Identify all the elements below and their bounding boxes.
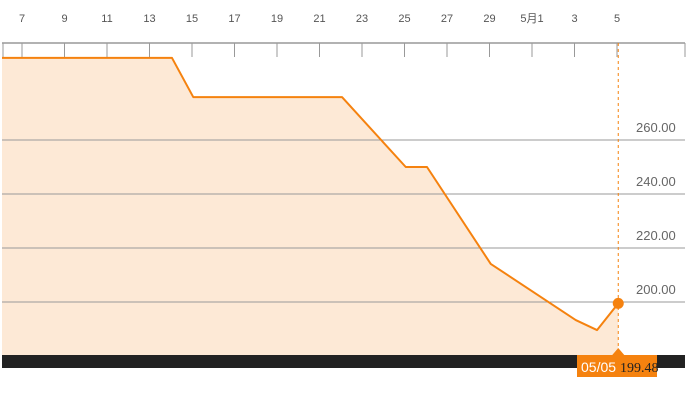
y-tick-label: 240.00 xyxy=(636,174,676,189)
x-tick-label: 21 xyxy=(313,13,325,25)
x-tick-label: 15 xyxy=(186,13,198,25)
x-tick-label: 27 xyxy=(441,13,453,25)
y-tick-label: 200.00 xyxy=(636,282,676,297)
footer-bar xyxy=(2,355,685,368)
x-tick-label: 5月1 xyxy=(520,13,543,25)
x-tick-label: 5 xyxy=(614,13,620,25)
badge-value: 199.48 xyxy=(620,361,659,376)
x-tick-label: 7 xyxy=(19,13,25,25)
area-fill xyxy=(2,57,619,356)
x-tick-label: 25 xyxy=(398,13,410,25)
x-tick-label: 9 xyxy=(61,13,67,25)
x-tick-label: 3 xyxy=(571,13,577,25)
x-tick-label: 11 xyxy=(101,13,112,25)
y-tick-label: 220.00 xyxy=(636,228,676,243)
badge-date: 05/05 xyxy=(581,359,616,375)
series-line xyxy=(2,56,620,332)
x-tick-label: 29 xyxy=(483,13,495,25)
x-tick-label: 17 xyxy=(228,13,240,25)
y-tick-label: 260.00 xyxy=(636,120,676,135)
x-tick-label: 19 xyxy=(271,13,283,25)
x-tick-label: 23 xyxy=(356,13,368,25)
x-tick-label: 13 xyxy=(143,13,155,25)
value-badge xyxy=(577,355,657,377)
highlight-marker xyxy=(612,297,624,309)
badge-pointer xyxy=(612,348,625,355)
